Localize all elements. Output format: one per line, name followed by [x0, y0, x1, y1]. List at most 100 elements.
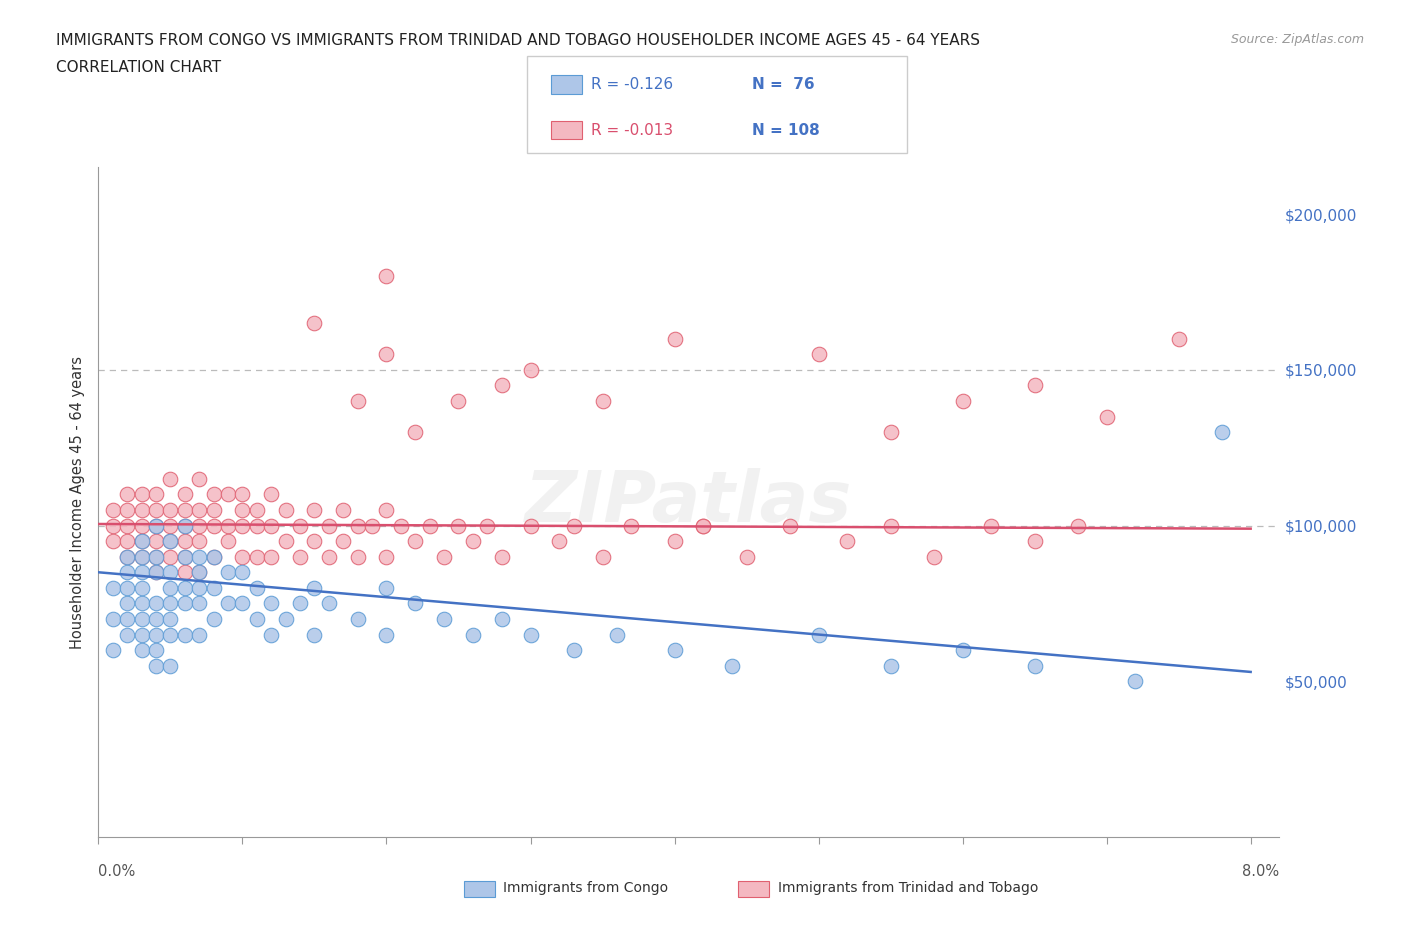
Point [188, 596, 211, 611]
Point [101, 518, 124, 533]
Point [231, 550, 253, 565]
Point [721, 658, 744, 673]
Point [375, 347, 398, 362]
Point [922, 550, 945, 565]
Point [274, 502, 297, 517]
Text: IMMIGRANTS FROM CONGO VS IMMIGRANTS FROM TRINIDAD AND TOBAGO HOUSEHOLDER INCOME : IMMIGRANTS FROM CONGO VS IMMIGRANTS FROM… [56, 33, 980, 47]
Point [260, 550, 283, 565]
Point [131, 643, 153, 658]
Point [375, 580, 398, 595]
Text: N = 108: N = 108 [752, 123, 820, 138]
Point [447, 393, 470, 408]
Point [173, 627, 195, 642]
Point [217, 565, 239, 579]
Point [131, 534, 153, 549]
Point [735, 550, 758, 565]
Point [692, 518, 714, 533]
Point [807, 627, 830, 642]
Point [519, 627, 541, 642]
Point [1067, 518, 1090, 533]
Point [779, 518, 801, 533]
Point [131, 565, 153, 579]
Point [664, 643, 686, 658]
Point [346, 393, 368, 408]
Point [361, 518, 384, 533]
Point [461, 534, 484, 549]
Point [188, 550, 211, 565]
Point [159, 596, 181, 611]
Point [346, 612, 368, 627]
Point [159, 612, 181, 627]
Point [115, 580, 138, 595]
Point [188, 518, 211, 533]
Point [419, 518, 441, 533]
Text: 0.0%: 0.0% [98, 864, 135, 879]
Point [318, 550, 340, 565]
Point [246, 580, 269, 595]
Point [1024, 378, 1046, 392]
Point [620, 518, 643, 533]
Point [260, 627, 283, 642]
Point [807, 347, 830, 362]
Point [288, 518, 311, 533]
Point [879, 518, 901, 533]
Point [101, 534, 124, 549]
Text: Immigrants from Congo: Immigrants from Congo [503, 881, 668, 896]
Point [404, 596, 426, 611]
Point [837, 534, 859, 549]
Point [318, 518, 340, 533]
Point [461, 627, 484, 642]
Point [202, 487, 225, 502]
Point [318, 596, 340, 611]
Point [173, 550, 195, 565]
Point [274, 534, 297, 549]
Point [375, 502, 398, 517]
Point [131, 612, 153, 627]
Point [188, 502, 211, 517]
Point [115, 565, 138, 579]
Point [188, 580, 211, 595]
Point [173, 487, 195, 502]
Point [101, 580, 124, 595]
Point [260, 596, 283, 611]
Point [304, 627, 326, 642]
Point [477, 518, 499, 533]
Point [173, 518, 195, 533]
Point [519, 5, 541, 20]
Point [246, 550, 269, 565]
Point [491, 550, 513, 565]
Point [664, 331, 686, 346]
Point [115, 550, 138, 565]
Point [519, 518, 541, 533]
Point [491, 378, 513, 392]
Point [562, 643, 585, 658]
Point [404, 534, 426, 549]
Point [879, 658, 901, 673]
Y-axis label: Householder Income Ages 45 - 64 years: Householder Income Ages 45 - 64 years [70, 355, 86, 649]
Point [159, 627, 181, 642]
Point [159, 580, 181, 595]
Point [692, 518, 714, 533]
Point [145, 565, 167, 579]
Point [664, 534, 686, 549]
Point [131, 550, 153, 565]
Point [131, 534, 153, 549]
Point [433, 612, 456, 627]
Point [952, 393, 974, 408]
Point [274, 612, 297, 627]
Text: ZIPatlas: ZIPatlas [526, 468, 852, 537]
Point [159, 502, 181, 517]
Point [304, 502, 326, 517]
Point [145, 518, 167, 533]
Point [188, 472, 211, 486]
Point [231, 596, 253, 611]
Point [217, 534, 239, 549]
Point [145, 550, 167, 565]
Point [115, 518, 138, 533]
Point [145, 502, 167, 517]
Point [346, 550, 368, 565]
Text: Immigrants from Trinidad and Tobago: Immigrants from Trinidad and Tobago [778, 881, 1038, 896]
Point [202, 502, 225, 517]
Point [131, 596, 153, 611]
Point [231, 502, 253, 517]
